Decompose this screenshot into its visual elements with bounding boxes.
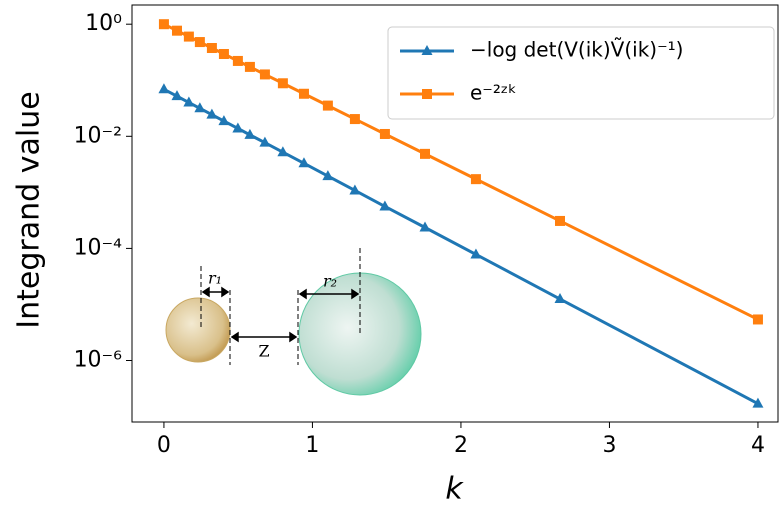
x-tick-label: 0 [157, 433, 171, 458]
legend-label: e⁻²ᶻᵏ [470, 81, 517, 105]
data-point [218, 115, 230, 126]
data-point [194, 102, 206, 113]
data-point [554, 215, 565, 226]
y-tick-label: 10⁻⁶ [74, 348, 123, 373]
data-point [470, 248, 482, 259]
data-point [379, 128, 390, 139]
data-point [419, 221, 431, 232]
data-point [322, 100, 333, 111]
data-point [420, 148, 431, 159]
data-point [171, 90, 183, 101]
data-point [379, 200, 391, 211]
data-point [277, 146, 289, 157]
legend-marker [421, 45, 433, 55]
data-point [244, 61, 255, 72]
data-point [218, 48, 229, 59]
y-axis-label: Integrand value [12, 91, 47, 328]
data-point [322, 170, 334, 181]
data-point [298, 88, 309, 99]
data-point [752, 314, 763, 325]
data-point [259, 136, 271, 147]
x-tick-label: 4 [751, 433, 765, 458]
y-tick-label: 10⁰ [85, 11, 122, 36]
annotation: Z [258, 342, 269, 361]
data-point [206, 108, 218, 119]
inset-diagram: r₁ Z r₂ [165, 248, 422, 396]
data-point [349, 184, 361, 195]
legend-box [387, 26, 775, 120]
arrows [201, 286, 360, 343]
y-tick-label: 10⁻⁴ [74, 235, 123, 260]
legend-label: −log det(V(ik)Ṽ(ik)⁻¹) [470, 38, 683, 62]
guide-lines [200, 248, 361, 365]
data-point [244, 128, 256, 139]
data-point [259, 69, 270, 80]
data-point [206, 43, 217, 54]
x-tick-label: 1 [305, 433, 319, 458]
small-sphere [165, 297, 231, 363]
x-axis-label: k [445, 472, 464, 507]
x-tick-label: 3 [602, 433, 616, 458]
data-point [183, 31, 194, 42]
data-point [194, 37, 205, 48]
legend-marker [422, 89, 432, 99]
data-point [298, 157, 310, 168]
data-point [158, 19, 169, 30]
plot-frame [131, 4, 779, 423]
data-point [349, 114, 360, 125]
data-point [183, 96, 195, 107]
annotation: r₂ [323, 272, 337, 291]
data-point [752, 397, 764, 408]
y-tick-label: 10⁻² [74, 123, 122, 148]
x-tick-label: 2 [454, 433, 468, 458]
data-point [232, 55, 243, 66]
data-point [158, 83, 170, 94]
data-point [470, 174, 481, 185]
legend: −log det(V(ik)Ṽ(ik)⁻¹) e⁻²ᶻᵏ [387, 26, 775, 120]
data-point [554, 293, 566, 304]
data-point [277, 78, 288, 89]
data-point [171, 25, 182, 36]
data-point [232, 122, 244, 133]
annotation: r₁ [208, 269, 222, 288]
